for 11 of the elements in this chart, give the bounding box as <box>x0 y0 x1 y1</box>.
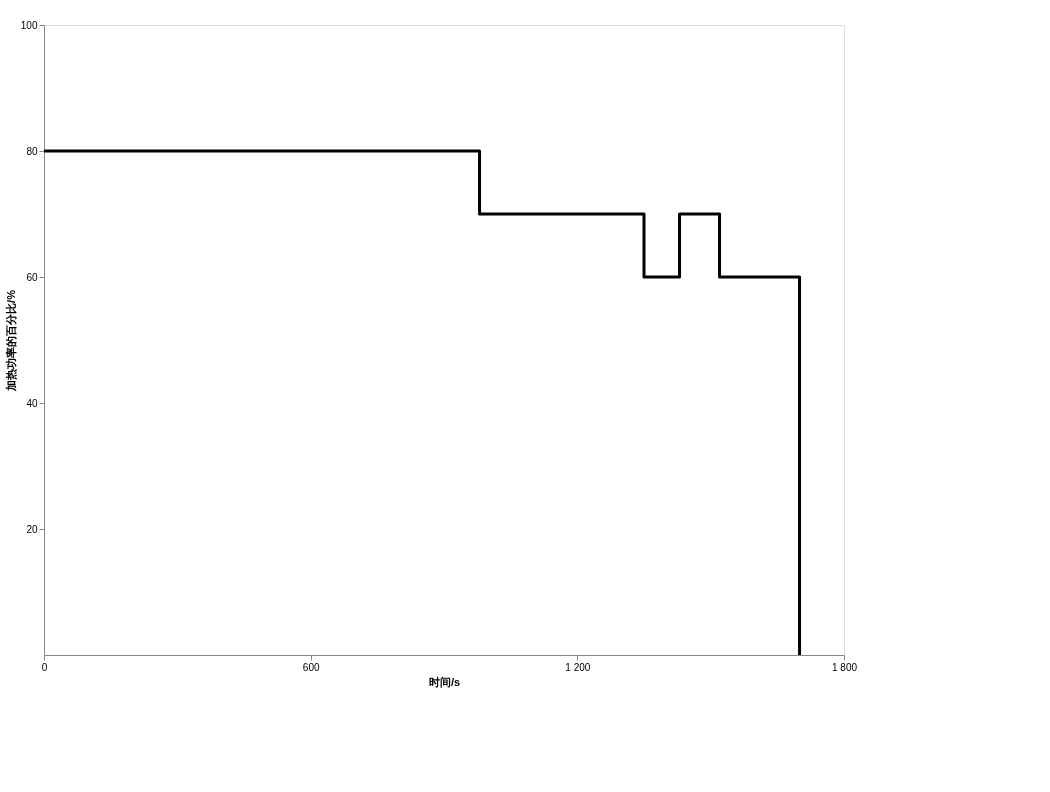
y-axis-title: 加热功率的百分比/% <box>4 289 18 392</box>
y-tick-label: 80 <box>26 145 38 157</box>
x-tick-label: 1 800 <box>831 661 858 673</box>
x-tick-label: 600 <box>302 661 320 673</box>
x-axis-title: 时间/s <box>428 675 461 688</box>
x-tick-label: 1 200 <box>565 661 591 673</box>
x-tick-label: 0 <box>41 661 48 673</box>
y-tick-label: 20 <box>26 523 38 535</box>
y-tick-label: 60 <box>26 271 38 283</box>
y-tick-label: 40 <box>26 397 38 409</box>
y-tick-label: 100 <box>20 19 38 31</box>
